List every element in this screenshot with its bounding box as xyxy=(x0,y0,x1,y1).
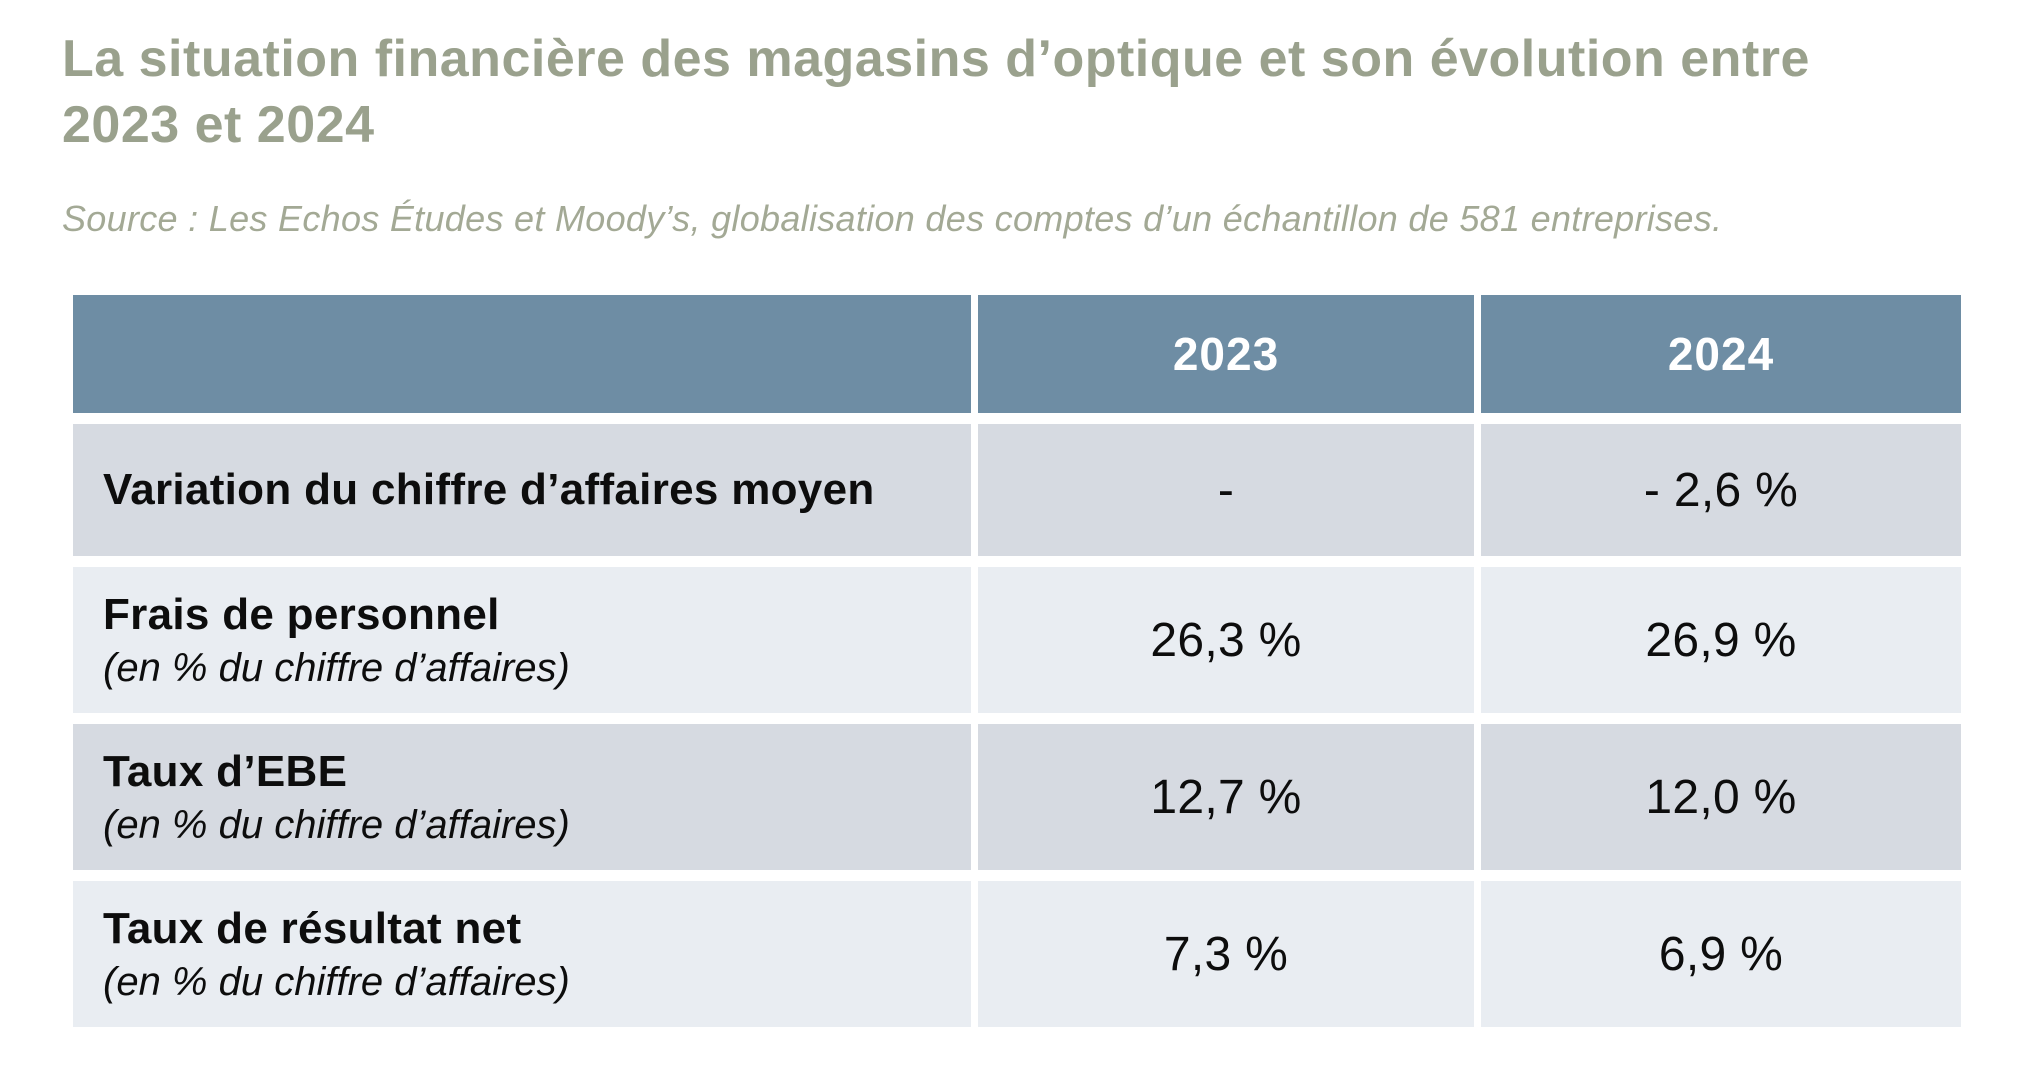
table-header-row: 2023 2024 xyxy=(73,295,1961,414)
table-row-taux-ebe: Taux d’EBE (en % du chiffre d’affaires) … xyxy=(73,724,1961,871)
value-2024: - 2,6 % xyxy=(1481,424,1961,557)
row-label-cell: Taux d’EBE (en % du chiffre d’affaires) xyxy=(73,724,971,871)
value-2023: 26,3 % xyxy=(978,567,1474,714)
column-header-2024: 2024 xyxy=(1481,295,1961,414)
row-label-cell: Taux de résultat net (en % du chiffre d’… xyxy=(73,881,971,1028)
value-2023: - xyxy=(978,424,1474,557)
row-label-cell: Variation du chiffre d’affaires moyen xyxy=(73,424,971,557)
table-row-frais-personnel: Frais de personnel (en % du chiffre d’af… xyxy=(73,567,1961,714)
row-label: Frais de personnel xyxy=(103,589,500,639)
row-sublabel: (en % du chiffre d’affaires) xyxy=(103,646,570,691)
column-header-2023: 2023 xyxy=(978,295,1474,414)
row-label: Taux d’EBE xyxy=(103,746,348,796)
row-label: Taux de résultat net xyxy=(103,903,522,953)
table-corner-cell xyxy=(73,295,971,414)
value-2024: 12,0 % xyxy=(1481,724,1961,871)
page-title: La situation financière des magasins d’o… xyxy=(62,26,1968,158)
table-row-taux-resultat-net: Taux de résultat net (en % du chiffre d’… xyxy=(73,881,1961,1028)
source-note: Source : Les Echos Études et Moody’s, gl… xyxy=(62,198,1723,240)
value-2023: 12,7 % xyxy=(978,724,1474,871)
row-label-cell: Frais de personnel (en % du chiffre d’af… xyxy=(73,567,971,714)
value-2024: 6,9 % xyxy=(1481,881,1961,1028)
financial-table: 2023 2024 Variation du chiffre d’affaire… xyxy=(66,284,1968,1038)
row-sublabel: (en % du chiffre d’affaires) xyxy=(103,960,570,1005)
table-row-variation-ca: Variation du chiffre d’affaires moyen - … xyxy=(73,424,1961,557)
row-label: Variation du chiffre d’affaires moyen xyxy=(103,464,875,514)
page: La situation financière des magasins d’o… xyxy=(62,26,1968,1038)
value-2024: 26,9 % xyxy=(1481,567,1961,714)
value-2023: 7,3 % xyxy=(978,881,1474,1028)
row-sublabel: (en % du chiffre d’affaires) xyxy=(103,803,570,848)
page-title-line-2: 2023 et 2024 xyxy=(62,96,375,155)
page-title-line-1: La situation financière des magasins d’o… xyxy=(62,30,1810,88)
